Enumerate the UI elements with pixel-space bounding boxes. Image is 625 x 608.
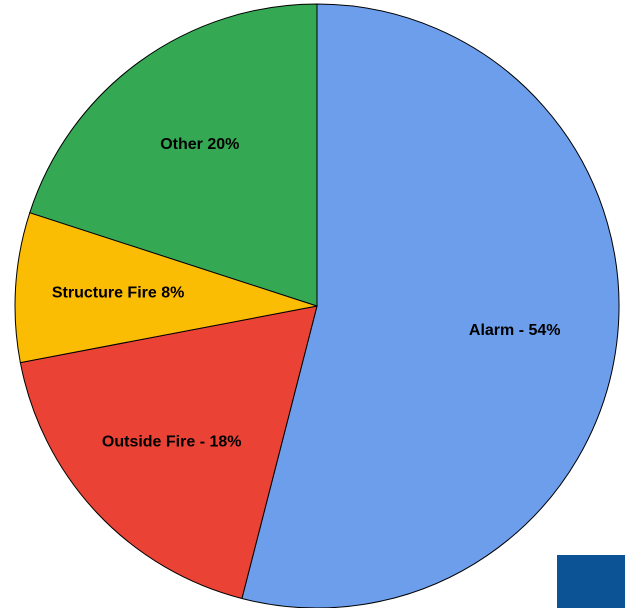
pie-slice-3 <box>29 3 318 307</box>
pie-slice-2 <box>14 212 318 364</box>
corner-decoration <box>557 555 625 608</box>
slice-label-0: Alarm - 54% <box>469 322 561 339</box>
slice-label-2: Structure Fire 8% <box>52 285 184 302</box>
pie-slice-1 <box>19 305 318 600</box>
slice-label-1: Outside Fire - 18% <box>102 434 242 451</box>
slice-label-3: Other 20% <box>160 136 239 153</box>
pie-slice-0 <box>241 3 620 608</box>
